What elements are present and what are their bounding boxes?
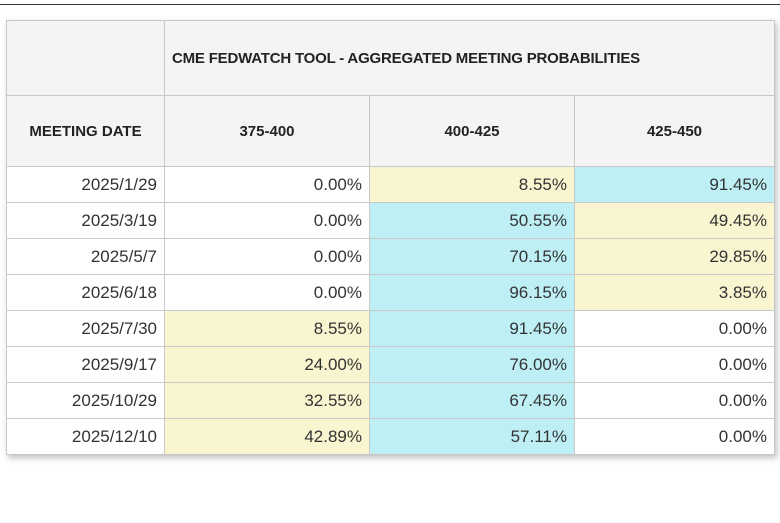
probability-cell: 0.00% (164, 166, 370, 203)
table-row: 2025/3/19 0.00% 50.55% 49.45% (6, 202, 775, 239)
meeting-date-cell: 2025/1/29 (6, 166, 165, 203)
meeting-date-cell: 2025/5/7 (6, 238, 165, 275)
probability-cell: 8.55% (164, 310, 370, 347)
meeting-date-cell: 2025/10/29 (6, 382, 165, 419)
meeting-date-cell: 2025/9/17 (6, 346, 165, 383)
corner-cell (6, 20, 165, 96)
probability-cell: 3.85% (574, 274, 775, 311)
rate-range-header-400-425: 400-425 (369, 95, 575, 167)
rate-range-header-375-400: 375-400 (164, 95, 370, 167)
probability-cell: 24.00% (164, 346, 370, 383)
probability-cell: 91.45% (574, 166, 775, 203)
probability-cell: 0.00% (164, 238, 370, 275)
probability-cell: 0.00% (574, 346, 775, 383)
fedwatch-probability-table: CME FEDWATCH TOOL - AGGREGATED MEETING P… (6, 20, 775, 455)
probability-cell: 49.45% (574, 202, 775, 239)
table-row: 2025/12/10 42.89% 57.11% 0.00% (6, 418, 775, 455)
probability-cell: 67.45% (369, 382, 575, 419)
probability-cell: 57.11% (369, 418, 575, 455)
table-body: 2025/1/29 0.00% 8.55% 91.45% 2025/3/19 0.00% 5… (6, 166, 775, 455)
probability-cell: 32.55% (164, 382, 370, 419)
rate-range-header-425-450: 425-450 (574, 95, 775, 167)
title-row: CME FEDWATCH TOOL - AGGREGATED MEETING P… (6, 20, 775, 96)
meeting-date-cell: 2025/3/19 (6, 202, 165, 239)
table-row: 2025/9/17 24.00% 76.00% 0.00% (6, 346, 775, 383)
table-row: 2025/5/7 0.00% 70.15% 29.85% (6, 238, 775, 275)
probability-cell: 0.00% (574, 418, 775, 455)
probability-cell: 96.15% (369, 274, 575, 311)
probability-cell: 0.00% (164, 202, 370, 239)
meeting-date-cell: 2025/12/10 (6, 418, 165, 455)
probability-cell: 0.00% (574, 382, 775, 419)
meeting-date-header: MEETING DATE (6, 95, 165, 167)
top-divider (0, 4, 780, 5)
table-row: 2025/1/29 0.00% 8.55% 91.45% (6, 166, 775, 203)
probability-cell: 76.00% (369, 346, 575, 383)
probability-cell: 91.45% (369, 310, 575, 347)
meeting-date-cell: 2025/6/18 (6, 274, 165, 311)
probability-cell: 0.00% (574, 310, 775, 347)
table-row: 2025/6/18 0.00% 96.15% 3.85% (6, 274, 775, 311)
table-title: CME FEDWATCH TOOL - AGGREGATED MEETING P… (164, 20, 775, 96)
probability-cell: 50.55% (369, 202, 575, 239)
column-header-row: MEETING DATE 375-400 400-425 425-450 (6, 95, 775, 167)
meeting-date-cell: 2025/7/30 (6, 310, 165, 347)
probability-cell: 8.55% (369, 166, 575, 203)
table-row: 2025/10/29 32.55% 67.45% 0.00% (6, 382, 775, 419)
probability-cell: 70.15% (369, 238, 575, 275)
probability-cell: 29.85% (574, 238, 775, 275)
probability-cell: 0.00% (164, 274, 370, 311)
probability-cell: 42.89% (164, 418, 370, 455)
table-row: 2025/7/30 8.55% 91.45% 0.00% (6, 310, 775, 347)
